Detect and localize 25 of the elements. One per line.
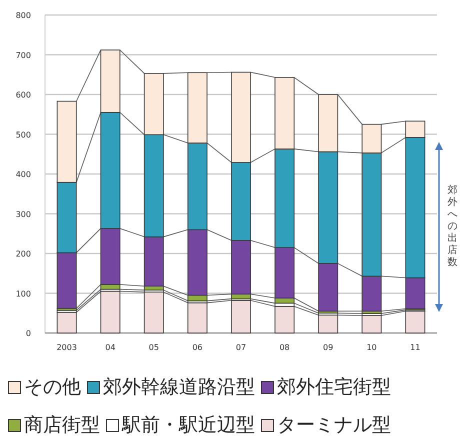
y-tick-label: 0 [26,329,31,338]
legend-label: 商店街型 [24,413,100,438]
y-tick-label: 300 [16,210,31,219]
x-tick-label: 08 [279,343,290,352]
x-tick-label: 06 [192,343,203,352]
legend-label: 駅前・駅近辺型 [122,413,255,438]
text: 郊外への出店数 [447,185,458,269]
y-tick-label: 700 [16,50,31,60]
x-tick-label: 04 [105,343,116,352]
legend-label: 郊外住宅街型 [277,375,391,400]
legend-label: その他 [24,375,81,400]
legend-label: 郊外幹線道路沿型 [103,375,255,400]
y-tick-label: 200 [16,250,31,258]
x-tick-label: 09 [323,343,334,352]
y-tick-label: 400 [16,170,31,179]
y-tick-label: 800 [16,11,31,20]
x-tick-label: 05 [148,343,159,352]
y-tick-label: 500 [16,130,31,140]
y-tick-label: 600 [16,90,31,100]
legend-label: ターミナル型 [277,413,391,438]
x-tick-label: 11 [410,343,420,352]
y-tick-label: 100 [16,289,31,298]
x-tick-label: 2003 [56,343,77,352]
x-tick-label: 10 [366,343,377,352]
x-tick-label: 07 [236,343,246,352]
